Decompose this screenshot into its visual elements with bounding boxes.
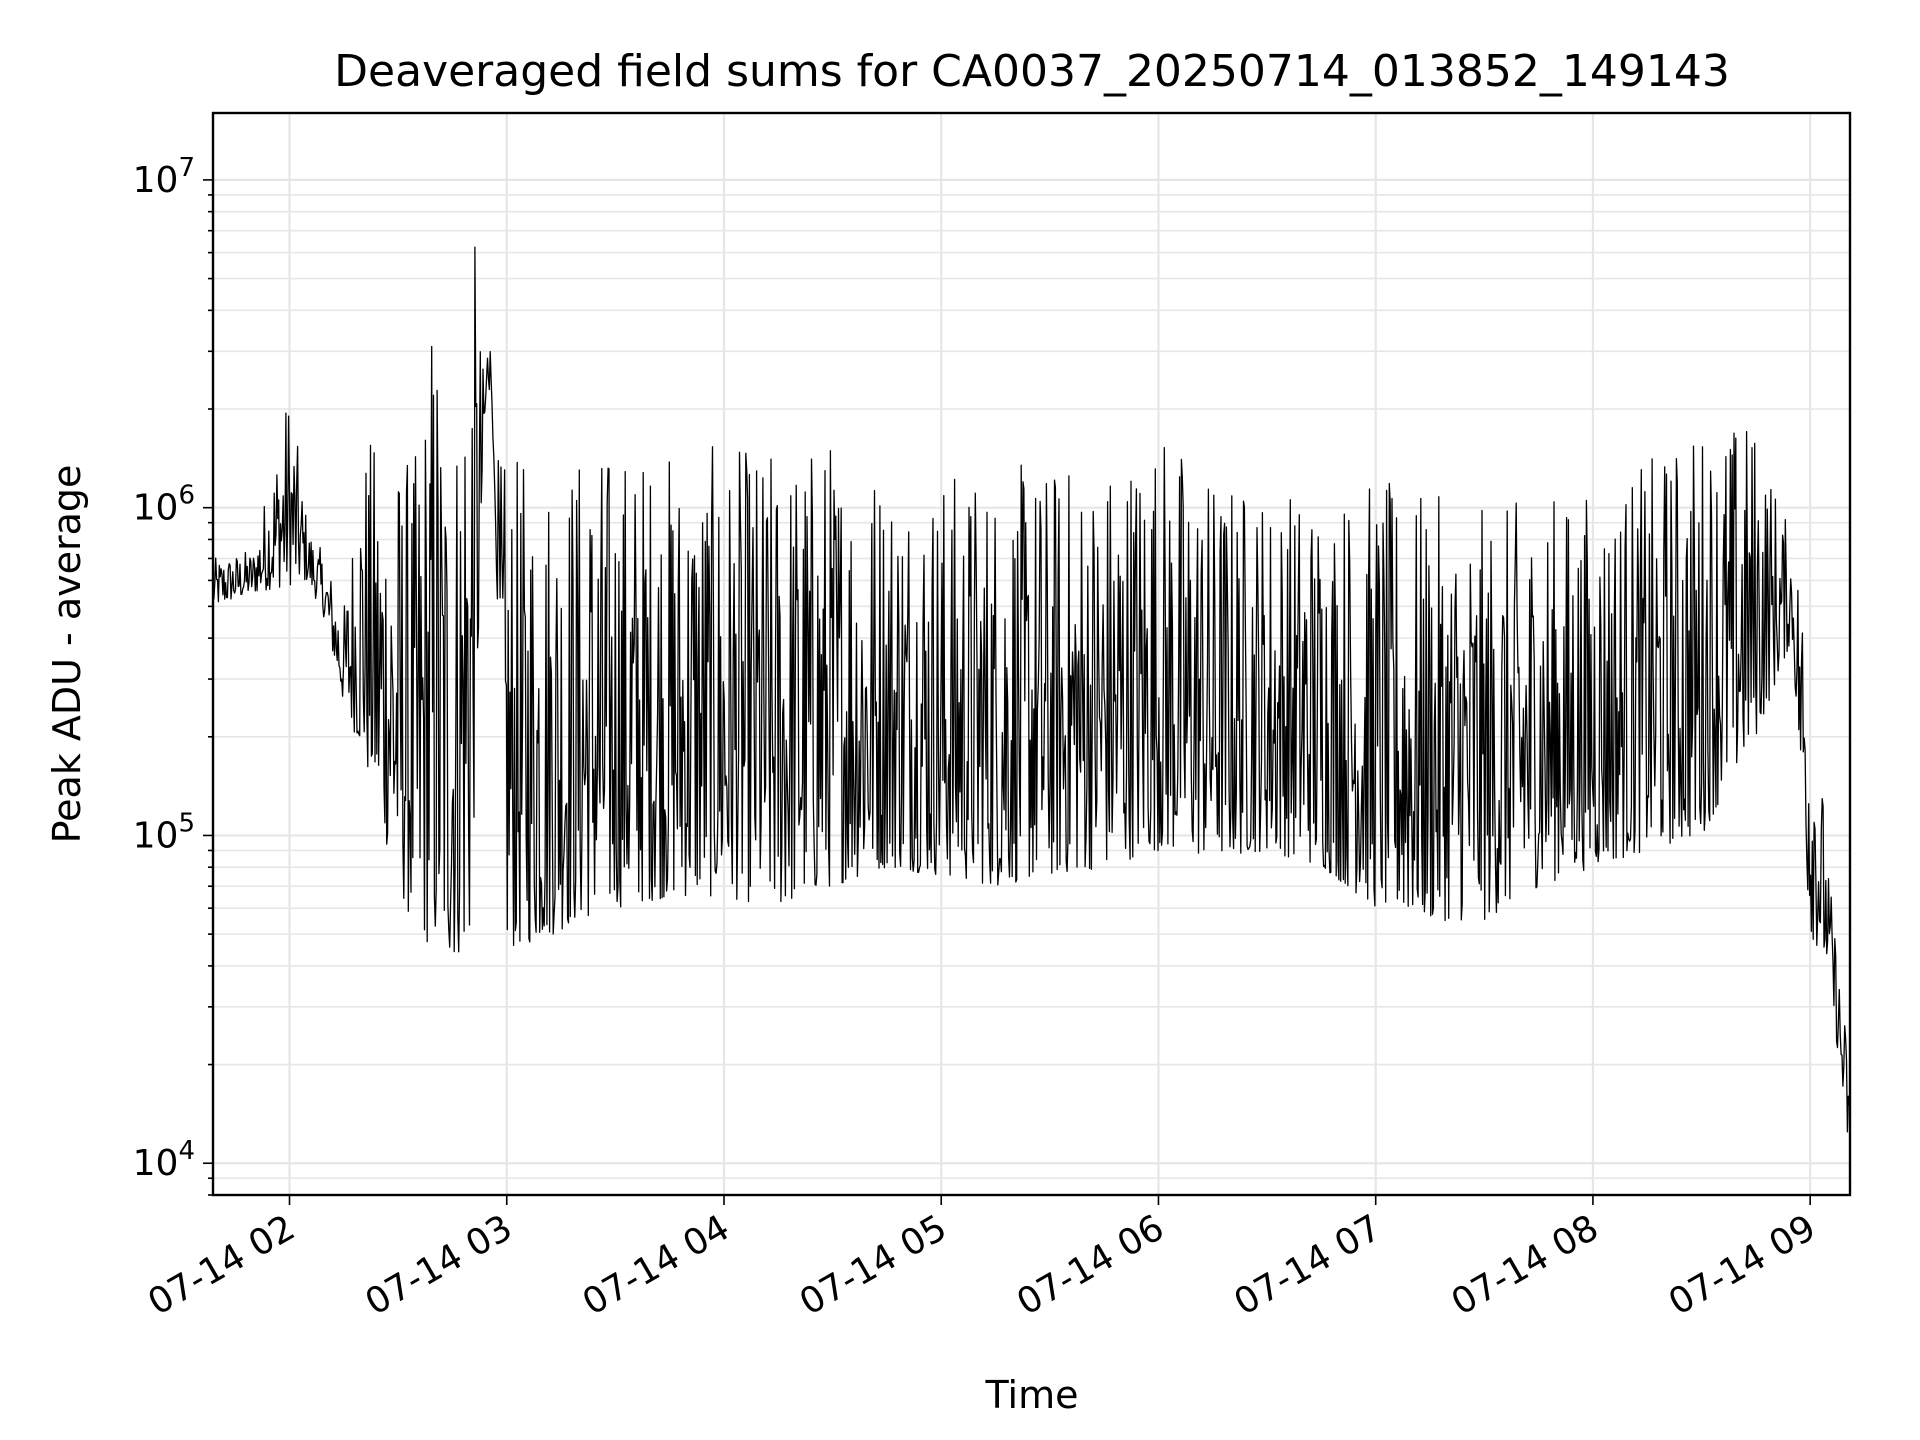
x-axis: 07-14 02 07-14 03 07-14 04 07-14 05 07-14 06… [141, 1195, 1823, 1324]
y-tick-label: 104 [133, 1136, 195, 1184]
y-tick-label: 106 [133, 481, 195, 529]
x-tick-label: 07-14 05 [793, 1207, 954, 1323]
x-tick-label: 07-14 02 [141, 1207, 302, 1323]
x-tick-label: 07-14 03 [359, 1207, 520, 1323]
chart-title: Deaveraged field sums for CA0037_2025071… [334, 46, 1730, 97]
series-trace [212, 246, 1850, 1133]
y-tick-label: 105 [133, 808, 195, 856]
x-axis-label: Time [985, 1373, 1079, 1417]
x-tick-label: 07-14 09 [1662, 1207, 1823, 1323]
x-tick-label: 07-14 06 [1010, 1207, 1171, 1323]
y-axis-label: Peak ADU - average [45, 465, 89, 844]
plot-frame [211, 111, 1852, 1197]
x-tick-label: 07-14 08 [1445, 1207, 1606, 1323]
x-tick-label: 07-14 04 [576, 1207, 737, 1323]
x-tick-label: 07-14 07 [1228, 1207, 1389, 1323]
y-tick-label: 107 [133, 153, 195, 201]
series-line [212, 246, 1850, 1133]
y-axis: 104 105 106 107 [133, 153, 213, 1196]
